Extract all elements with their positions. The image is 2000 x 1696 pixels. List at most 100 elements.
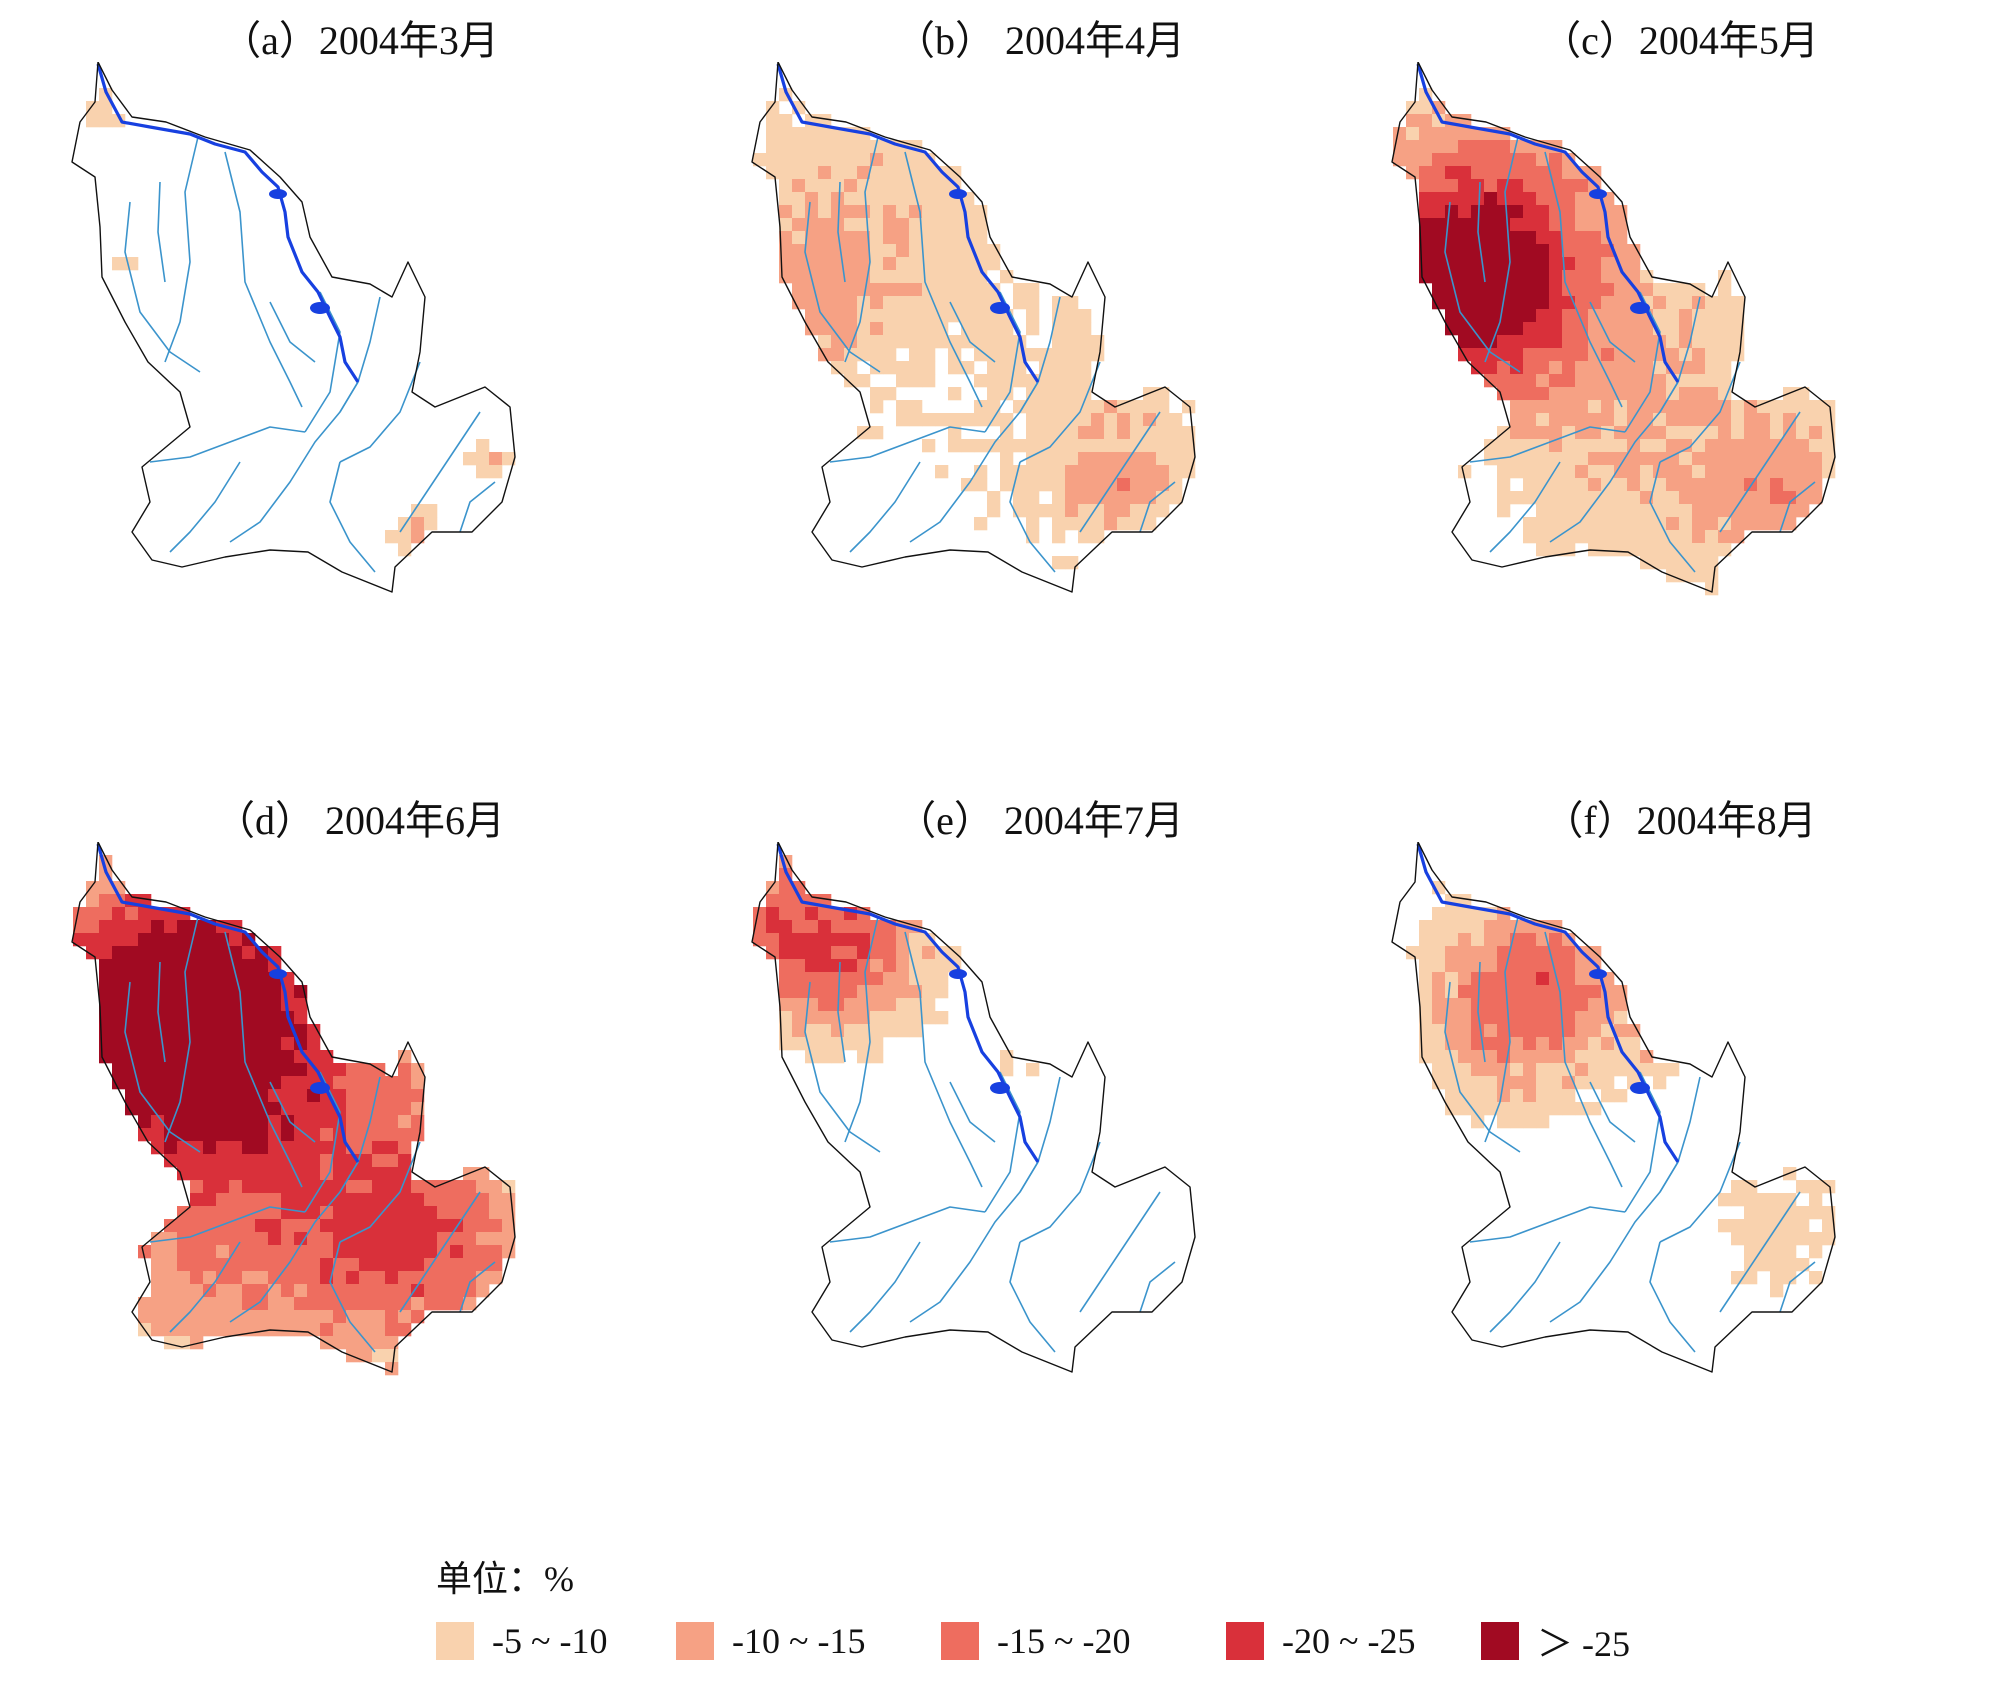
anomaly-cell [359, 1167, 373, 1181]
map-panel-e: （e） 2004年7月 [720, 780, 1360, 1540]
anomaly-cell [1562, 1024, 1576, 1038]
anomaly-cell [1497, 153, 1511, 167]
anomaly-cell [151, 1089, 165, 1103]
anomaly-cell [766, 101, 780, 115]
anomaly-cell [1000, 1063, 1014, 1077]
anomaly-cell [1731, 1232, 1745, 1246]
tributary-river [459, 1261, 496, 1313]
anomaly-cell [1588, 1050, 1602, 1064]
anomaly-cell [1809, 400, 1823, 414]
anomaly-cell [437, 1219, 451, 1233]
anomaly-cell [1757, 1193, 1771, 1207]
anomaly-cell [203, 998, 217, 1012]
anomaly-cell [766, 894, 780, 908]
anomaly-cell [1679, 491, 1693, 505]
anomaly-cell [1588, 985, 1602, 999]
map-panel-a: （a）2004年3月 [40, 0, 680, 760]
anomaly-cell [333, 1167, 347, 1181]
reservoir [310, 1082, 330, 1094]
anomaly-cell [766, 933, 780, 947]
anomaly-cell [203, 933, 217, 947]
anomaly-cell [1718, 465, 1732, 479]
anomaly-cell [1458, 127, 1472, 141]
anomaly-cell [1156, 504, 1170, 518]
anomaly-cell [1601, 1063, 1615, 1077]
anomaly-cell [844, 920, 858, 934]
anomaly-cell [1419, 127, 1433, 141]
anomaly-cell [909, 244, 923, 258]
anomaly-cell [818, 270, 832, 284]
anomaly-cell [1523, 1102, 1537, 1116]
anomaly-cell [1705, 556, 1719, 570]
tributary-river [844, 916, 879, 1143]
anomaly-cell [372, 1115, 386, 1129]
anomaly-cell [1692, 387, 1706, 401]
anomaly-cell [190, 1115, 204, 1129]
anomaly-cell [1497, 933, 1511, 947]
anomaly-cell [792, 270, 806, 284]
anomaly-cell [1419, 166, 1433, 180]
tributary-river [837, 181, 846, 283]
anomaly-cell [1770, 400, 1784, 414]
anomaly-cell [255, 1219, 269, 1233]
anomaly-cell [1731, 296, 1745, 310]
anomaly-cell [1692, 478, 1706, 492]
anomaly-cell [1549, 270, 1563, 284]
anomaly-cell [203, 1050, 217, 1064]
anomaly-cell [177, 1232, 191, 1246]
anomaly-cell [242, 946, 256, 960]
anomaly-cell [1406, 140, 1420, 154]
anomaly-cell [1588, 478, 1602, 492]
anomaly-cell [1679, 504, 1693, 518]
anomaly-cell [1640, 465, 1654, 479]
anomaly-cell [1679, 465, 1693, 479]
anomaly-cell [294, 1310, 308, 1324]
anomaly-cell [844, 946, 858, 960]
anomaly-cell [229, 1141, 243, 1155]
anomaly-cell [1026, 517, 1040, 531]
anomaly-cell [1536, 465, 1550, 479]
anomaly-cell [779, 1037, 793, 1051]
anomaly-cell [987, 244, 1001, 258]
anomaly-cell [1692, 439, 1706, 453]
anomaly-cell [1575, 998, 1589, 1012]
anomaly-cell [1026, 439, 1040, 453]
anomaly-cell [779, 179, 793, 193]
anomaly-cell [987, 387, 1001, 401]
reservoir [310, 302, 330, 314]
anomaly-cell [1601, 426, 1615, 440]
anomaly-cell [1601, 439, 1615, 453]
anomaly-cell [831, 296, 845, 310]
anomaly-cell [333, 1336, 347, 1350]
anomaly-cell [1783, 1245, 1797, 1259]
anomaly-cell [385, 1167, 399, 1181]
anomaly-cell [1432, 127, 1446, 141]
anomaly-cell [1614, 465, 1628, 479]
anomaly-cell [1510, 972, 1524, 986]
anomaly-cell [398, 1323, 412, 1337]
anomaly-cell [974, 335, 988, 349]
anomaly-cell [216, 1258, 230, 1272]
anomaly-cell [1419, 920, 1433, 934]
anomaly-cell [779, 1011, 793, 1025]
anomaly-cell [1640, 283, 1654, 297]
anomaly-cell [1065, 296, 1079, 310]
anomaly-cell [346, 1271, 360, 1285]
anomaly-cell [1523, 959, 1537, 973]
anomaly-cell [1536, 1050, 1550, 1064]
anomaly-cell [1471, 1050, 1485, 1064]
anomaly-cell [1471, 231, 1485, 245]
anomaly-cell [922, 335, 936, 349]
reservoir [990, 302, 1010, 314]
anomaly-cell [138, 933, 152, 947]
anomaly-cell [177, 1102, 191, 1116]
anomaly-cell [883, 309, 897, 323]
anomaly-cell [138, 1011, 152, 1025]
anomaly-cell [1458, 1089, 1472, 1103]
anomaly-cell [359, 1154, 373, 1168]
anomaly-cell [151, 1076, 165, 1090]
anomaly-cell [1523, 530, 1537, 544]
anomaly-cell [411, 1180, 425, 1194]
anomaly-cell [216, 1050, 230, 1064]
anomaly-cell [779, 192, 793, 206]
